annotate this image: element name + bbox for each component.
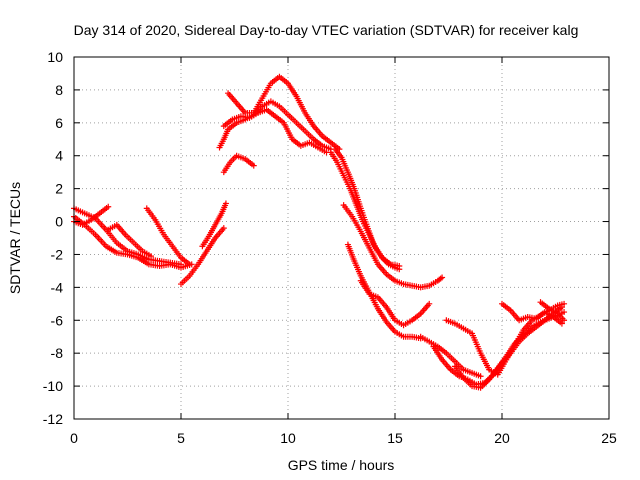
data-point [426, 300, 433, 307]
y-tick-label: -8 [51, 345, 64, 361]
data-point [186, 261, 193, 268]
x-tick-label: 15 [387, 430, 403, 446]
y-tick-label: 8 [55, 82, 63, 98]
axis-ticks [73, 56, 610, 420]
series-s19 [451, 309, 568, 391]
y-axis-title: SDTVAR / TECUs [7, 182, 23, 294]
y-tick-label: -4 [51, 279, 64, 295]
series-s6 [178, 225, 227, 288]
data-point [439, 274, 446, 281]
y-tick-label: 6 [55, 115, 63, 131]
chart-title: Day 314 of 2020, Sidereal Day-to-day VTE… [74, 22, 579, 38]
y-tick-label: -10 [43, 378, 63, 394]
y-tick-label: 4 [55, 148, 63, 164]
series-s5 [143, 205, 193, 268]
y-tick-label: -2 [51, 246, 64, 262]
y-tick-label: 2 [55, 181, 63, 197]
x-tick-label: 0 [70, 430, 78, 446]
plot-frame [73, 56, 610, 420]
series-s15 [344, 241, 424, 342]
x-tick-label: 20 [494, 430, 510, 446]
series-s22 [537, 299, 568, 324]
series-s3 [71, 203, 112, 228]
series-s4 [105, 221, 155, 260]
data-point [561, 309, 568, 316]
y-tick-label: 10 [47, 49, 63, 65]
series-s2 [71, 213, 195, 271]
y-tick-label: -6 [51, 312, 64, 328]
x-tick-label: 5 [177, 430, 185, 446]
data-point [561, 300, 568, 307]
y-tick-label: -12 [43, 411, 63, 427]
data-points [71, 73, 568, 391]
data-point [105, 203, 112, 210]
grid-lines [74, 57, 609, 419]
series-s7 [199, 200, 229, 250]
data-point [220, 225, 227, 232]
x-tick-label: 10 [280, 430, 296, 446]
data-point [222, 200, 229, 207]
series-s13 [332, 146, 403, 269]
y-tick-label: 0 [55, 214, 63, 230]
tick-labels: 0 5 10 15 20 25 -12 -10 -8 -6 -4 -2 0 2 4 6 8 10 [43, 49, 617, 446]
series-s14 [340, 202, 446, 291]
x-axis-title: GPS time / hours [288, 457, 395, 473]
series-s10 [220, 106, 330, 156]
series-s12 [327, 149, 403, 273]
x-tick-label: 25 [601, 430, 617, 446]
series-s11 [220, 152, 257, 176]
data-point [396, 262, 403, 269]
series-s16 [357, 277, 433, 329]
data-point [477, 373, 484, 380]
data-point [561, 317, 568, 324]
data-point [148, 253, 155, 260]
series-s21 [499, 300, 565, 327]
data-point [250, 162, 257, 169]
